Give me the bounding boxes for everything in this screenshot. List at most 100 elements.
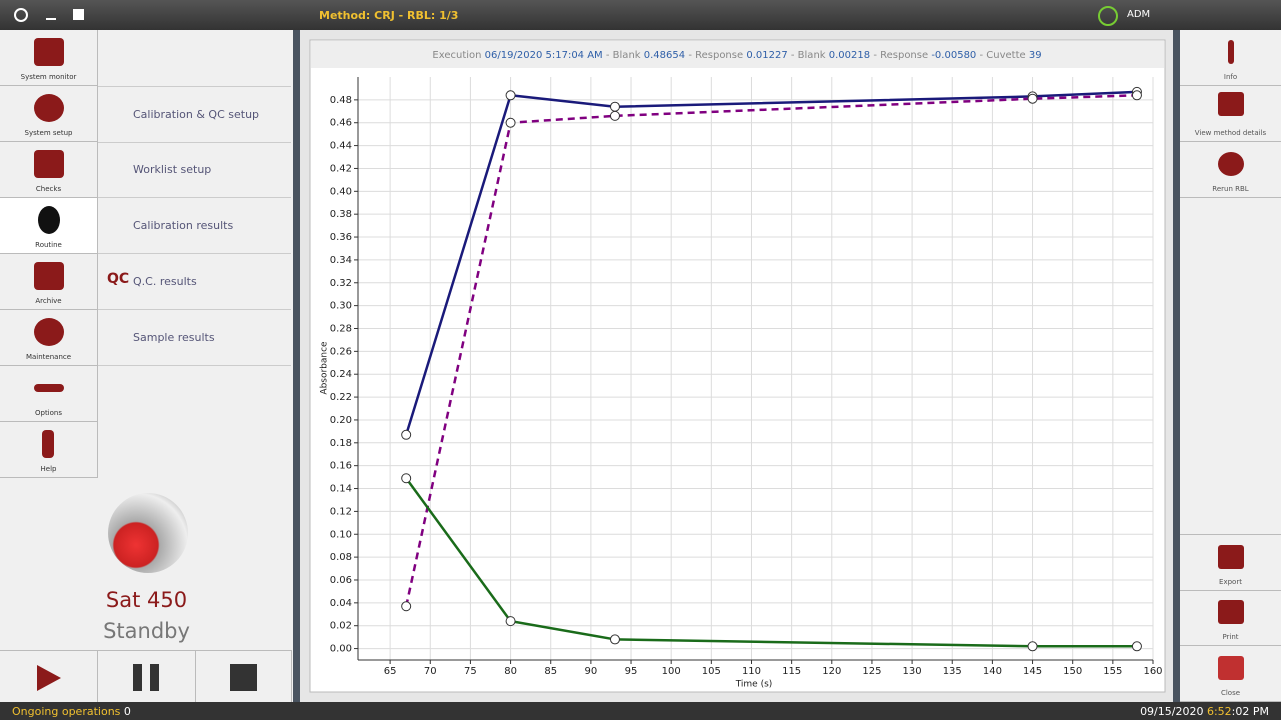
y-tick-label: 0.22 <box>330 392 352 403</box>
windows-button[interactable] <box>73 9 84 20</box>
point <box>401 601 412 612</box>
header-label: Response <box>880 50 928 61</box>
minimize-button[interactable] <box>46 18 56 20</box>
point <box>505 90 516 101</box>
point <box>1027 93 1038 104</box>
nav-button[interactable]: Maintenance <box>0 310 98 366</box>
nav-button[interactable]: System monitor <box>0 30 98 86</box>
x-tick-label: 130 <box>903 666 922 677</box>
submenu-item[interactable]: Calibration results <box>98 198 291 254</box>
submenu-label: Sample results <box>133 331 215 344</box>
header-value: 06/19/2020 5:17:04 AM <box>485 50 603 61</box>
y-tick-label: 0.30 <box>330 301 352 312</box>
y-tick-label: 0.34 <box>330 255 352 266</box>
nav-button[interactable]: Help <box>0 422 98 478</box>
submenu-icon: QC <box>107 271 130 287</box>
side-button[interactable]: Print <box>1180 590 1281 646</box>
y-tick-label: 0.28 <box>330 323 352 334</box>
header-label: Execution <box>432 50 481 61</box>
header-separator: - <box>606 50 610 61</box>
right-panel: Info View method details Rerun RBL Expor… <box>1180 30 1281 702</box>
instrument-status: Standby <box>103 619 190 643</box>
submenu-item[interactable]: Calibration & QC setup <box>98 86 291 143</box>
y-tick-label: 0.16 <box>330 461 352 472</box>
y-tick-label: 0.48 <box>330 95 352 106</box>
header-separator: - <box>791 50 795 61</box>
ongoing-count: 0 <box>123 705 131 718</box>
y-tick-label: 0.26 <box>330 346 352 357</box>
nav-button[interactable]: Archive <box>0 254 98 310</box>
x-tick-label: 120 <box>822 666 841 677</box>
point <box>1027 641 1038 652</box>
pause-button[interactable] <box>98 650 196 703</box>
time: 6:52 <box>1206 705 1232 718</box>
y-tick-label: 0.20 <box>330 415 352 426</box>
nav-label: Options <box>34 409 62 417</box>
point <box>401 429 412 440</box>
x-tick-label: 135 <box>943 666 962 677</box>
header-separator: - <box>688 50 692 61</box>
user-label[interactable]: ADM <box>1127 9 1151 20</box>
side-button[interactable]: Close <box>1180 646 1281 702</box>
submenu-item[interactable]: Worklist setup <box>98 142 291 198</box>
nav-button[interactable]: Routine <box>0 198 98 254</box>
y-tick-label: 0.38 <box>330 209 352 220</box>
series-line <box>404 94 1137 607</box>
submenu-item[interactable]: Sample results <box>98 310 291 366</box>
x-tick-label: 155 <box>1103 666 1122 677</box>
nav-label: System setup <box>24 129 73 137</box>
status-icon <box>1098 6 1118 26</box>
point <box>609 110 620 121</box>
nav-button[interactable]: Checks <box>0 142 98 198</box>
submenu-label: Q.C. results <box>133 275 197 288</box>
y-tick-label: 0.06 <box>330 575 352 586</box>
y-tick-label: 0.32 <box>330 278 352 289</box>
nav-label: Routine <box>35 241 62 249</box>
header-value: -0.00580 <box>931 50 976 61</box>
time: :02 PM <box>1231 705 1269 718</box>
separator <box>1173 30 1180 702</box>
y-tick-label: 0.10 <box>330 529 352 540</box>
nav-button[interactable]: Options <box>0 366 98 422</box>
instrument-name: Sat 450 <box>105 588 188 612</box>
header-label: Blank <box>798 50 826 61</box>
point <box>505 117 516 128</box>
side-button[interactable]: Info <box>1180 30 1281 86</box>
point <box>505 616 516 627</box>
x-tick-label: 100 <box>662 666 681 677</box>
nav-button[interactable]: System setup <box>0 86 98 142</box>
play-button[interactable] <box>0 650 98 703</box>
side-label: Print <box>1222 633 1239 641</box>
nav-label: Archive <box>35 297 62 305</box>
header-separator: - <box>979 50 983 61</box>
point <box>1131 90 1142 101</box>
x-tick-label: 70 <box>424 666 437 677</box>
x-tick-label: 85 <box>544 666 557 677</box>
submenu-label: Worklist setup <box>133 163 212 176</box>
header-label: Cuvette <box>986 50 1025 61</box>
logo <box>108 493 188 573</box>
stop-button[interactable] <box>196 650 292 703</box>
ongoing-label: Ongoing operations <box>12 705 121 718</box>
side-button[interactable]: Export <box>1180 534 1281 591</box>
x-tick-label: 105 <box>702 666 721 677</box>
header-value: 0.01227 <box>746 50 787 61</box>
y-tick-label: 0.14 <box>330 484 352 495</box>
side-label: Rerun RBL <box>1212 185 1249 193</box>
side-button[interactable]: View method details <box>1180 86 1281 142</box>
x-tick-label: 95 <box>625 666 638 677</box>
side-label: Export <box>1219 578 1242 586</box>
status-bar: Ongoing operations 0 09/15/2020 6:52:02 … <box>0 702 1281 720</box>
header-value: 39 <box>1029 50 1042 61</box>
side-button[interactable]: Rerun RBL <box>1180 142 1281 198</box>
header-label: Response <box>695 50 743 61</box>
submenu-item[interactable]: QC Q.C. results <box>98 254 291 310</box>
power-button[interactable] <box>14 8 28 22</box>
x-tick-label: 110 <box>742 666 761 677</box>
x-tick-label: 80 <box>504 666 517 677</box>
x-tick-label: 65 <box>384 666 397 677</box>
y-tick-label: 0.44 <box>330 141 352 152</box>
submenu-label: Calibration & QC setup <box>133 108 260 121</box>
left-panel: System monitor System setup Checks Routi… <box>0 30 293 703</box>
point <box>401 473 412 484</box>
